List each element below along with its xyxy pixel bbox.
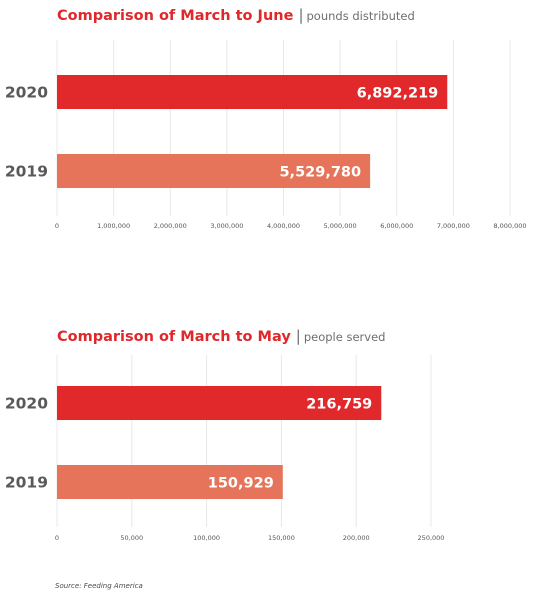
- title-separator: |: [298, 6, 304, 24]
- bar-2020: [57, 386, 382, 420]
- bar-2019: [57, 465, 283, 499]
- bar-2020: [57, 75, 448, 109]
- x-tick-label: 4,000,000: [267, 222, 300, 230]
- x-tick-label: 150,000: [268, 534, 295, 542]
- x-tick-label: 250,000: [418, 534, 445, 542]
- x-tick-label: 7,000,000: [437, 222, 470, 230]
- bar-value-label: 6,892,219: [357, 86, 439, 102]
- y-category-label: 2020: [5, 395, 48, 413]
- x-tick-label: 8,000,000: [493, 222, 526, 230]
- x-tick-label: 6,000,000: [380, 222, 413, 230]
- bar-value-label: 5,529,780: [279, 165, 361, 181]
- x-tick-label: 2,000,000: [154, 222, 187, 230]
- bar-value-label: 216,759: [306, 397, 372, 413]
- source-note: Source: Feeding America: [55, 582, 143, 590]
- chart2-plot: 0 50,000 100,000 150,000 200,000 250,000 2020 2…: [5, 355, 445, 542]
- chart1-title-main: Comparison of March to June: [57, 8, 294, 24]
- x-tick-label: 3,000,000: [210, 222, 243, 230]
- chart1-plot: 0 1,000,000 2,000,000 3,000,000 4,000,000 5,0…: [5, 40, 527, 230]
- x-tick-label: 50,000: [120, 534, 143, 542]
- chart2-subtitle: people served: [303, 330, 386, 344]
- x-tick-label: 200,000: [343, 534, 370, 542]
- chart1-title: Comparison of March to June | pounds distr…: [57, 5, 415, 24]
- bar-2019: [57, 154, 371, 188]
- y-category-label: 2019: [5, 474, 48, 492]
- x-tick-label: 100,000: [193, 534, 220, 542]
- x-tick-label: 1,000,000: [97, 222, 130, 230]
- bar-value-label: 150,929: [208, 476, 274, 492]
- y-category-label: 2020: [5, 84, 48, 102]
- chart1-subtitle: pounds distributed: [306, 9, 415, 23]
- x-tick-label: 0: [55, 534, 59, 542]
- chart2-title-main: Comparison of March to May: [57, 329, 291, 345]
- x-tick-label: 5,000,000: [324, 222, 357, 230]
- x-tick-label: 0: [55, 222, 59, 230]
- chart2-title: Comparison of March to May | people served: [57, 326, 385, 345]
- title-separator: |: [295, 327, 301, 345]
- y-category-label: 2019: [5, 163, 48, 181]
